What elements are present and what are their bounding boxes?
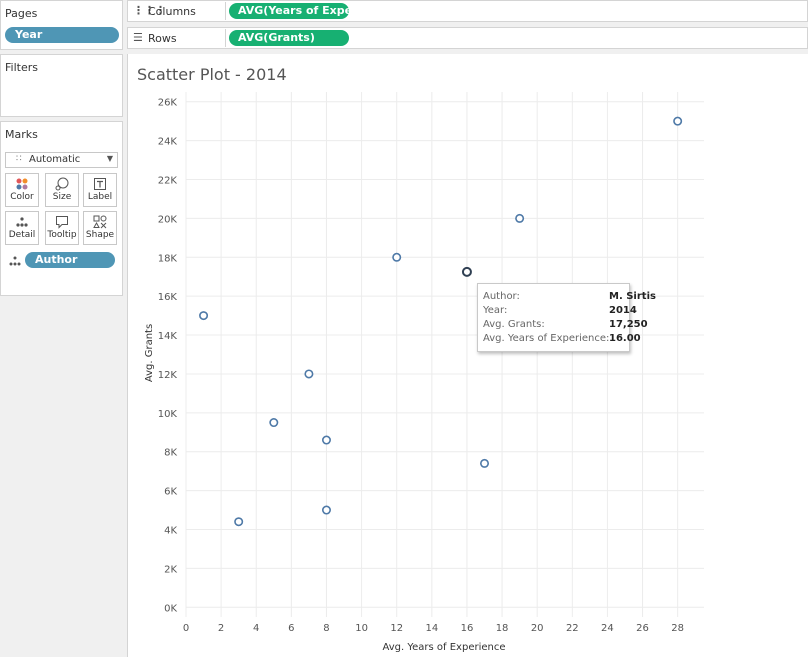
label-button[interactable]: Label xyxy=(83,173,117,207)
mark-type-label: Automatic xyxy=(29,154,81,165)
size-button[interactable]: Size xyxy=(45,173,79,207)
size-label: Size xyxy=(52,192,72,202)
marks-title: Marks xyxy=(5,128,38,141)
tooltip-popup: Author: M. Sirtis Year: 2014 Avg. Grants… xyxy=(477,283,656,352)
tooltip-key: Avg. Years of Experience: xyxy=(483,333,610,344)
chevron-down-icon: ▼ xyxy=(106,154,113,163)
pages-title: Pages xyxy=(5,7,38,20)
tooltip-row-author: Author: M. Sirtis xyxy=(483,291,656,302)
columns-divider xyxy=(225,2,226,20)
mark-type-dropdown[interactable]: ∷ Automatic ▼ xyxy=(5,152,118,168)
size-icon xyxy=(55,177,69,191)
tooltip-icon xyxy=(56,216,68,229)
rows-pill[interactable]: AVG(Grants) xyxy=(229,30,349,46)
pages-card: Pages Year xyxy=(0,0,123,50)
detail-icon xyxy=(16,217,28,227)
tooltip-value: 17,250 xyxy=(609,319,648,330)
detail-button[interactable]: Detail xyxy=(5,211,39,245)
filters-title: Filters xyxy=(5,61,38,74)
tooltip-value: 2014 xyxy=(609,305,637,316)
rows-shelf[interactable]: ☰ Rows AVG(Grants) xyxy=(127,27,808,49)
columns-label: Columns xyxy=(148,5,196,18)
tooltip-value: M. Sirtis xyxy=(609,291,656,302)
shape-button[interactable]: Shape xyxy=(83,211,117,245)
rows-icon: ☰ xyxy=(133,31,143,44)
label-label: Label xyxy=(87,192,113,202)
tooltip-value: 16.00 xyxy=(609,333,641,344)
shape-icon xyxy=(93,215,107,229)
rows-divider xyxy=(225,29,226,47)
tooltip-button[interactable]: Tooltip xyxy=(45,211,79,245)
color-button[interactable]: Color xyxy=(5,173,39,207)
rows-label: Rows xyxy=(148,32,177,45)
columns-shelf[interactable]: ⋮⋮⋮ Columns AVG(Years of Experie.. xyxy=(127,0,808,22)
author-pill[interactable]: Author xyxy=(25,252,115,268)
tooltip-key: Year: xyxy=(483,305,508,316)
detail-label: Detail xyxy=(8,230,36,240)
tooltip-key: Avg. Grants: xyxy=(483,319,545,330)
worksheet-canvas: Scatter Plot - 2014 xyxy=(127,54,808,657)
tooltip-row-experience: Avg. Years of Experience: 16.00 xyxy=(483,333,641,344)
tooltip-row-year: Year: 2014 xyxy=(483,305,637,316)
tooltip-row-grants: Avg. Grants: 17,250 xyxy=(483,319,648,330)
tooltip-key: Author: xyxy=(483,291,520,302)
year-pill[interactable]: Year xyxy=(5,27,119,43)
label-icon xyxy=(94,178,106,190)
color-label: Color xyxy=(10,192,34,202)
marks-card: Marks ∷ Automatic ▼ Color Size Label Det… xyxy=(0,121,123,296)
detail-field-icon xyxy=(9,256,21,266)
mark-type-icon: ∷ xyxy=(16,154,22,164)
filters-card[interactable]: Filters xyxy=(0,54,123,117)
columns-icon: ⋮⋮⋮ xyxy=(133,4,166,17)
color-icon xyxy=(16,178,28,190)
tooltip-label: Tooltip xyxy=(47,230,77,240)
columns-pill[interactable]: AVG(Years of Experie.. xyxy=(229,3,349,19)
chart-title: Scatter Plot - 2014 xyxy=(137,65,287,84)
shape-label: Shape xyxy=(85,230,115,240)
